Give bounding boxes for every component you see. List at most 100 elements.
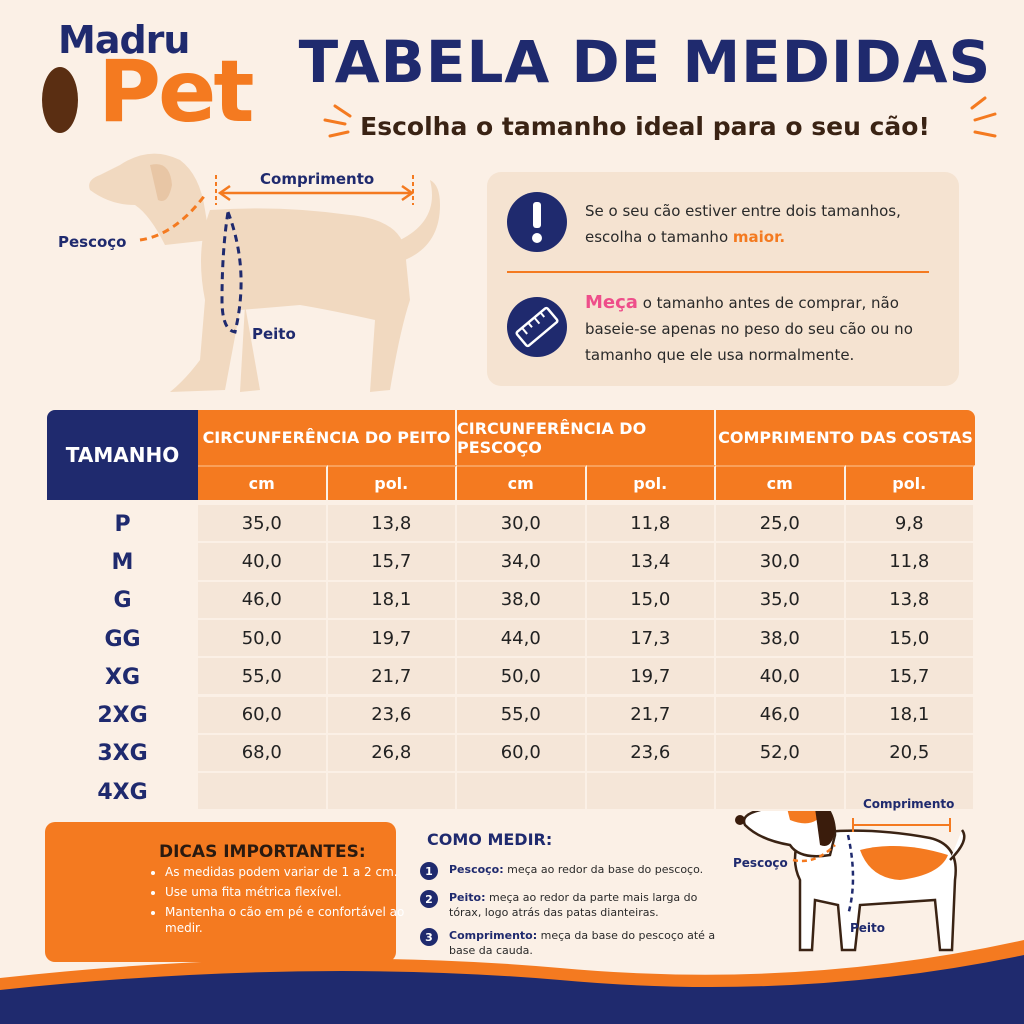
tip2-text: o tamanho antes de comprar, não baseie-s… (585, 294, 913, 364)
tip-item: Use uma fita métrica flexível. (165, 884, 405, 900)
how-to-step: 3 Comprimento: meça da base do pescoço at… (420, 928, 720, 958)
value-cell: 18,1 (327, 581, 457, 620)
value-cell (457, 773, 587, 812)
value-cell: 11,8 (586, 505, 716, 544)
value-cell: 44,0 (457, 619, 587, 659)
value-cell: 35,0 (198, 505, 328, 544)
group-header: COMPRIMENTO DAS COSTAS (716, 410, 975, 465)
value-cell: 15,7 (845, 658, 975, 697)
value-cell: 13,4 (586, 543, 716, 582)
tip1-highlight: maior. (732, 228, 786, 246)
value-cell: 21,7 (327, 658, 457, 697)
tip1: Se o seu cão estiver entre dois tamanhos… (585, 198, 925, 250)
step-label: Comprimento: (449, 929, 538, 942)
size-cell: M (111, 549, 134, 575)
value-cell: 13,8 (845, 581, 975, 620)
how-to-step: 1 Pescoço: meça ao redor da base do pesco… (420, 862, 720, 880)
step-label: Peito: (449, 891, 486, 904)
step-description: meça ao redor da parte mais larga do tór… (449, 891, 698, 919)
value-cell (586, 773, 716, 812)
step-label: Pescoço: (449, 863, 504, 876)
tip-item: Mantenha o cão em pé e confortável ao me… (165, 904, 405, 936)
step-description: meça da base do pescoço até a base da ca… (449, 929, 716, 957)
tips-box: DICAS IMPORTANTES: As medidas podem vari… (45, 822, 404, 962)
value-cell: 23,6 (586, 734, 716, 774)
size-cell: 3XG (97, 741, 148, 767)
value-cell: 13,8 (327, 505, 457, 544)
group-header: CIRCUNFERÊNCIA DO PESCOÇO (457, 410, 716, 465)
logo-top: Madru (58, 18, 190, 62)
title: TABELA DE MEDIDAS (298, 28, 992, 96)
value-cell: 46,0 (198, 581, 328, 620)
value-cell: 20,5 (845, 734, 975, 774)
value-cell: 38,0 (716, 619, 846, 659)
unit-header: pol. (845, 465, 975, 500)
value-cell: 21,7 (586, 696, 716, 735)
value-cell: 11,8 (845, 543, 975, 582)
diagram-neck-label: Pescoço (58, 233, 127, 251)
size-header: TAMANHO (47, 410, 198, 500)
value-cell: 9,8 (845, 505, 975, 544)
value-cell: 23,6 (327, 696, 457, 735)
value-cell: 50,0 (198, 619, 328, 659)
value-cell: 40,0 (716, 658, 846, 697)
value-cell: 18,1 (845, 696, 975, 735)
tip2-highlight: Meça (585, 292, 638, 313)
value-cell: 17,3 (586, 619, 716, 659)
value-cell: 55,0 (198, 658, 328, 697)
step-text: Peito: meça ao redor da parte mais larga… (449, 890, 720, 920)
step-number: 1 (420, 862, 438, 880)
tip1-text: Se o seu cão estiver entre dois tamanhos… (585, 202, 901, 246)
info-box: Se o seu cão estiver entre dois tamanhos… (487, 172, 959, 386)
value-cell: 60,0 (457, 734, 587, 774)
value-cell (327, 773, 457, 812)
diagram-chest-label: Peito (252, 325, 296, 343)
value-cell: 68,0 (198, 734, 328, 774)
size-cell: 4XG (97, 779, 148, 805)
unit-header: cm (198, 465, 328, 500)
unit-header: pol. (327, 465, 457, 500)
value-cell: 15,0 (586, 581, 716, 620)
value-cell: 52,0 (716, 734, 846, 774)
value-cell (716, 773, 846, 812)
size-cell: XG (104, 664, 141, 690)
step-description: meça ao redor da base do pescoço. (507, 863, 704, 876)
unit-header: pol. (586, 465, 716, 500)
value-cell: 40,0 (198, 543, 328, 582)
value-cell: 19,7 (586, 658, 716, 697)
size-cell: G (113, 588, 132, 614)
value-cell: 30,0 (457, 505, 587, 544)
step-text: Comprimento: meça da base do pescoço até… (449, 928, 720, 958)
how-to-title: COMO MEDIR: (427, 830, 553, 849)
small-chest-label: Peito (850, 921, 886, 935)
size-cell: GG (104, 626, 141, 652)
tips-title: DICAS IMPORTANTES: (159, 842, 366, 862)
step-text: Pescoço: meça ao redor da base do pescoç… (449, 862, 720, 877)
tip-item: As medidas podem variar de 1 a 2 cm. (165, 864, 405, 880)
value-cell: 38,0 (457, 581, 587, 620)
value-cell: 60,0 (198, 696, 328, 735)
logo-bottom: Pet (98, 42, 254, 142)
value-cell: 26,8 (327, 734, 457, 774)
how-to-step: 2 Peito: meça ao redor da parte mais larg… (420, 890, 720, 920)
value-cell: 15,0 (845, 619, 975, 659)
value-cell: 46,0 (716, 696, 846, 735)
value-cell (198, 773, 328, 812)
unit-header: cm (716, 465, 846, 500)
value-cell: 30,0 (716, 543, 846, 582)
subtitle: Escolha o tamanho ideal para o seu cão! (360, 112, 930, 141)
value-cell: 34,0 (457, 543, 587, 582)
size-cell: P (114, 511, 131, 537)
size-cell: 2XG (97, 703, 148, 729)
value-cell: 19,7 (327, 619, 457, 659)
step-number: 3 (420, 928, 438, 946)
value-cell: 25,0 (716, 505, 846, 544)
value-cell: 55,0 (457, 696, 587, 735)
small-length-label: Comprimento (863, 797, 955, 811)
small-neck-label: Pescoço (733, 856, 788, 870)
diagram-length-label: Comprimento (260, 170, 375, 188)
tips-list: As medidas podem variar de 1 a 2 cm. Use … (149, 864, 405, 940)
value-cell: 15,7 (327, 543, 457, 582)
group-header: CIRCUNFERÊNCIA DO PEITO (198, 410, 457, 465)
